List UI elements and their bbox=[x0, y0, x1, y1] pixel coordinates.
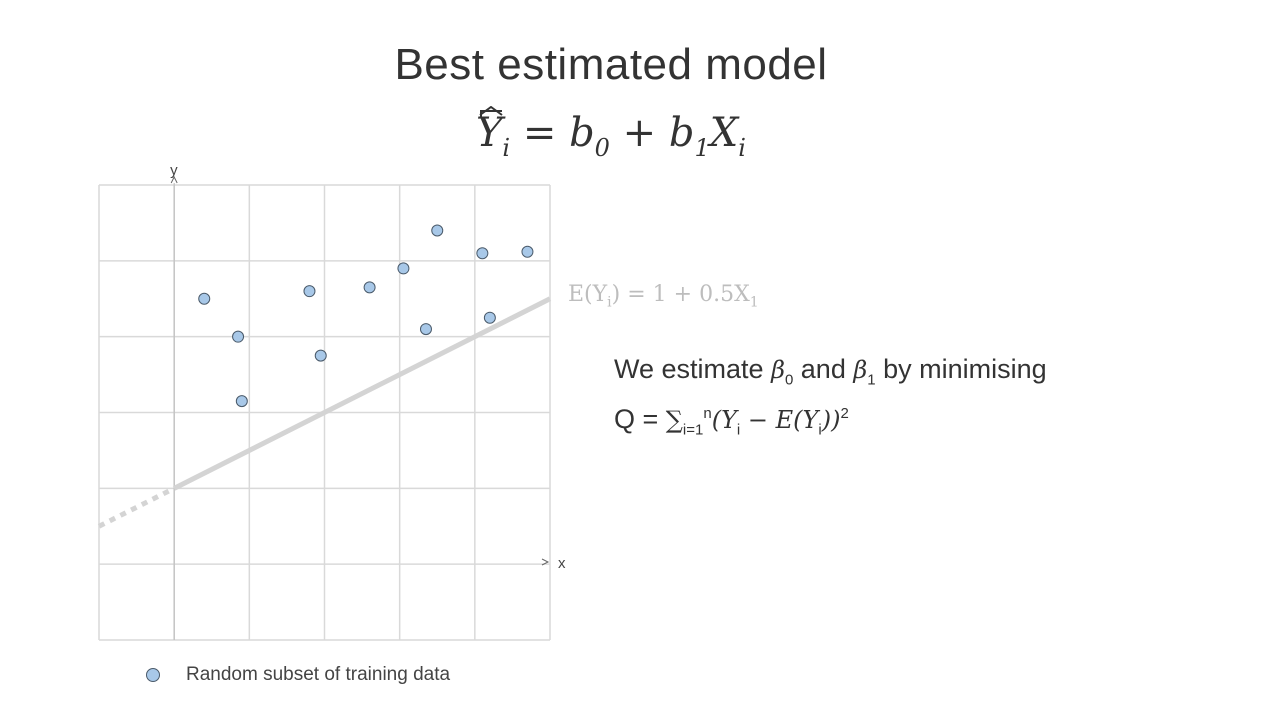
data-point bbox=[397, 262, 410, 275]
slide-title: Best estimated model bbox=[394, 40, 828, 89]
estimation-text: We estimate β0 and β1 by minimising Q = … bbox=[614, 352, 1047, 448]
y-axis-arrow-icon bbox=[170, 175, 178, 184]
estimation-line-1: We estimate β0 and β1 by minimising bbox=[614, 354, 1047, 389]
data-point bbox=[303, 285, 316, 298]
legend-label: Random subset of training data bbox=[186, 664, 451, 685]
data-point bbox=[483, 311, 496, 324]
data-point bbox=[521, 245, 534, 258]
data-point bbox=[314, 349, 327, 362]
regression-line-group bbox=[97, 296, 552, 529]
expectation-formula: E(Yi) = 1 + 0.5X1 bbox=[568, 282, 759, 311]
x-axis-arrow-icon bbox=[541, 558, 550, 566]
data-point bbox=[431, 224, 444, 237]
x-axis-label: x bbox=[558, 555, 566, 572]
data-point bbox=[419, 323, 432, 336]
data-point bbox=[235, 395, 248, 408]
data-point bbox=[198, 292, 211, 305]
y-axis-label: y bbox=[170, 162, 178, 179]
data-point bbox=[476, 247, 489, 260]
loss-formula: Q = ∑i=1n(Yi − E(Yi))2 bbox=[614, 404, 849, 439]
data-point bbox=[232, 330, 245, 343]
y-hat-symbol: Y bbox=[476, 106, 503, 156]
hat-icon bbox=[479, 106, 503, 116]
plot-axes bbox=[170, 175, 550, 640]
legend-marker-icon bbox=[146, 668, 160, 682]
model-formula: Yi = b0 + b1Xi bbox=[0, 106, 1222, 162]
regression-line bbox=[173, 296, 552, 491]
legend: Random subset of training data bbox=[146, 664, 450, 686]
data-points bbox=[198, 224, 534, 408]
regression-line-extension bbox=[97, 486, 176, 529]
data-point bbox=[363, 281, 376, 294]
